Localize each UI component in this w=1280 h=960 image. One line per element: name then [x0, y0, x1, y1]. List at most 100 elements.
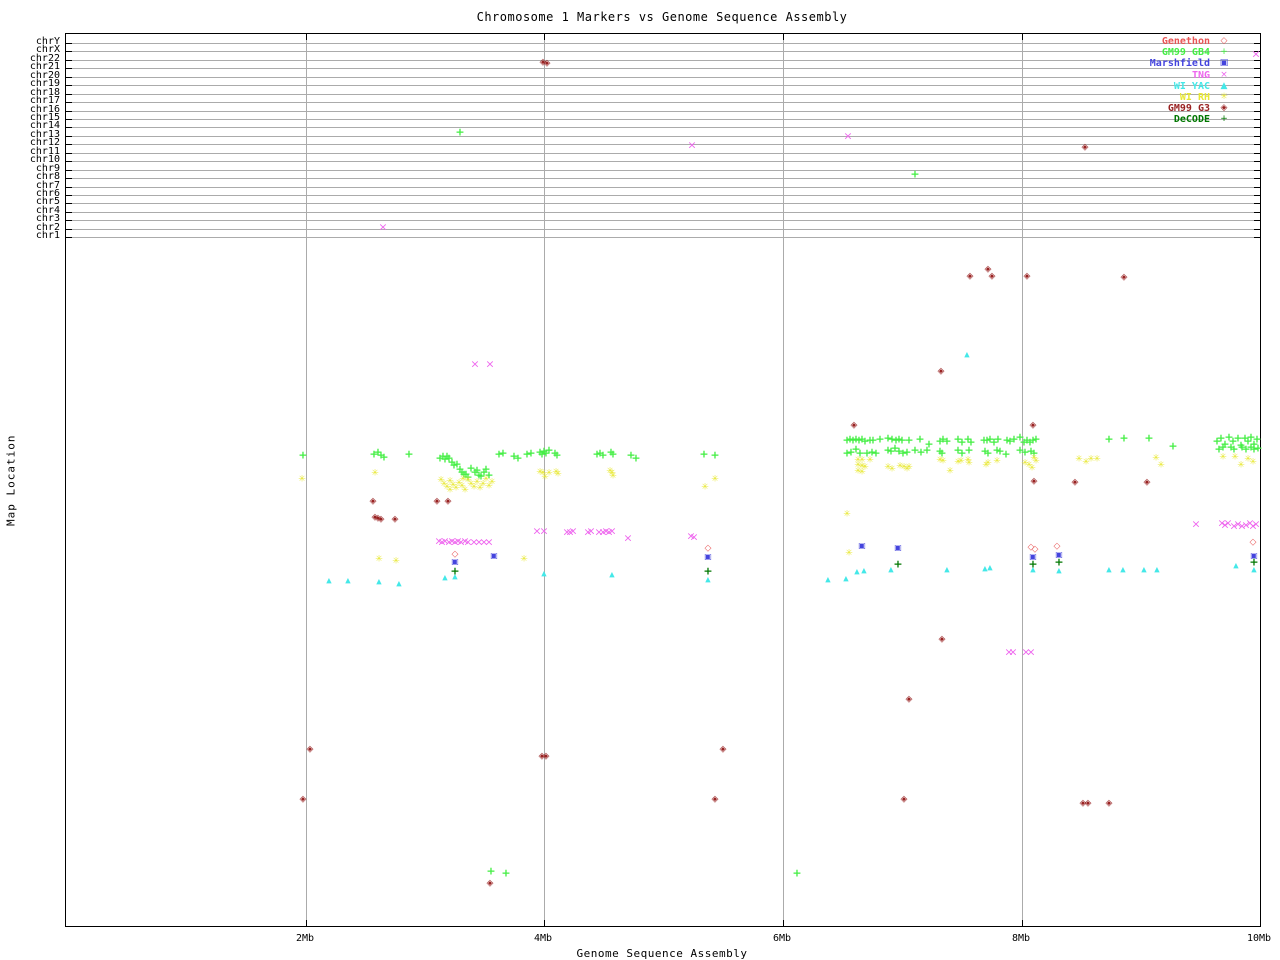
- y-axis-left-tick: [66, 152, 72, 154]
- tng-marker: ×: [1217, 516, 1227, 530]
- gm99gb4-marker: +: [442, 449, 452, 463]
- wirh-marker: ✳: [440, 479, 448, 490]
- gm99gb4-marker: +: [626, 448, 636, 462]
- wirh-marker: ✳: [896, 461, 904, 472]
- wiyac-marker: ▲: [1233, 561, 1239, 570]
- gm99g3-marker: ◈: [486, 878, 494, 889]
- gm99gb4-marker: +: [1022, 433, 1032, 447]
- tng-marker: ×: [1021, 645, 1031, 659]
- tng-marker: ×: [598, 525, 608, 539]
- gm99gb4-marker: +: [544, 443, 554, 457]
- y-axis-left-tick: [66, 43, 72, 44]
- y-axis-left-tick: [66, 135, 72, 137]
- wirh-marker: ✳: [1082, 457, 1090, 468]
- wirh-marker: ✳: [858, 467, 866, 478]
- gm99g3-marker: ◈: [1071, 477, 1079, 488]
- gm99gb4-marker: +: [699, 447, 709, 461]
- chromosome-gridline: [66, 85, 1260, 87]
- y-axis-left-tick: [66, 195, 72, 196]
- gm99gb4-marker: +: [472, 463, 482, 477]
- marshfield-marker: ▣: [451, 556, 459, 566]
- gm99g3-marker: ◈: [937, 366, 945, 377]
- wirh-marker: ✳: [473, 477, 481, 488]
- chromosome-label: chr21: [29, 61, 60, 73]
- gm99gb4-marker: +: [552, 448, 562, 462]
- wirh-marker: ✳: [903, 464, 911, 475]
- chromosome-gridline: [66, 203, 1260, 205]
- gm99g3-marker: ◈: [938, 634, 946, 645]
- gm99gb4-marker: +: [1236, 438, 1246, 452]
- gm99gb4-marker: +: [541, 446, 551, 460]
- chromosome-axis-labels: chrY chrX chr22 chr21 chr20 chr19 chr18 chr17 ch…: [0, 0, 62, 300]
- chromosome-label: chr6: [35, 188, 60, 199]
- gm99gb4-marker: +: [501, 866, 511, 880]
- gm99gb4-marker: +: [1001, 447, 1011, 461]
- tng-marker: ×: [1245, 516, 1255, 530]
- gm99gb4-marker: +: [455, 125, 465, 139]
- wirh-marker: ✳: [375, 554, 383, 565]
- wirh-marker: ✳: [608, 468, 616, 479]
- wirh-marker: ✳: [464, 475, 472, 486]
- wiyac-marker: ▲: [1251, 565, 1257, 574]
- wirh-marker: ✳: [936, 455, 944, 466]
- legend-label: WI YAC: [1173, 80, 1210, 92]
- wirh-marker: ✳: [1087, 454, 1095, 465]
- chromosome-gridline: [66, 161, 1260, 163]
- tng-marker: ×: [689, 530, 699, 544]
- legend-label: Marshfield: [1149, 58, 1210, 70]
- gm99gb4-marker: +: [957, 435, 967, 449]
- y-axis-right-tick: [1254, 186, 1260, 188]
- wiyac-marker: ▲: [1141, 565, 1147, 574]
- wirh-marker: ✳: [957, 456, 965, 467]
- decode-marker: +: [893, 557, 903, 571]
- gm99gb4-marker: +: [1240, 431, 1250, 445]
- y-axis-right-tick: [1254, 59, 1260, 61]
- x-axis-bottom-tick: [544, 920, 545, 926]
- chromosome-gridline: [66, 135, 1260, 137]
- y-axis-right-tick: [1254, 220, 1260, 222]
- genethon-marker: ◇: [451, 549, 459, 560]
- gm99gb4-marker: +: [897, 433, 907, 447]
- wiyac-marker: ▲: [964, 350, 970, 359]
- gm99gb4-marker: +: [860, 434, 870, 448]
- y-axis-right-tick: [1254, 152, 1260, 154]
- gm99gb4-marker: +: [891, 433, 901, 447]
- wiyac-marker: ▲: [452, 572, 458, 581]
- gm99gb4-marker: +: [792, 866, 802, 880]
- legend-entry-tng: TNG ×: [1114, 70, 1238, 81]
- gm99g3-marker: ◈: [900, 794, 908, 805]
- y-axis-right-tick: [1254, 203, 1260, 205]
- tng-marker: ×: [453, 534, 463, 548]
- tng-marker: ×: [1251, 47, 1261, 61]
- wiyac-marker: ▲: [396, 579, 402, 588]
- marshfield-marker: ▣: [1250, 550, 1258, 560]
- chromosome-label: chr10: [29, 154, 60, 166]
- gm99gb4-marker: +: [963, 432, 973, 446]
- wirh-marker: ✳: [520, 554, 528, 565]
- gm99gb4-marker: +: [631, 451, 641, 465]
- y-axis-left-tick: [66, 76, 72, 78]
- gm99gb4-marker: +: [938, 432, 948, 446]
- gm99gb4-marker: +: [513, 451, 523, 465]
- chromosome-gridline: [66, 76, 1260, 78]
- wirh-marker: ✳: [488, 477, 496, 488]
- legend-entry-wirh: WI RH ✳: [1114, 92, 1238, 103]
- gm99gb4-marker: +: [526, 446, 536, 460]
- gm99gb4-marker: +: [1019, 435, 1029, 449]
- gm99gb4-marker: +: [910, 443, 920, 457]
- legend-entry-marshfield: Marshfield ▣: [1114, 58, 1238, 69]
- chromosome-label: chr16: [29, 103, 60, 115]
- y-axis-left-tick: [66, 220, 72, 222]
- gm99gb4-marker: +: [845, 432, 855, 446]
- y-axis-left-tick: [66, 228, 72, 230]
- legend-marker-icon: ◇: [1220, 36, 1228, 47]
- gm99g3-marker: ◈: [444, 496, 452, 507]
- chart-title: Chromosome 1 Markers vs Genome Sequence …: [476, 10, 848, 24]
- wirh-marker: ✳: [1157, 460, 1165, 471]
- chromosome-label: chr5: [35, 196, 60, 208]
- chromosome-label: chr18: [29, 86, 60, 98]
- wirh-marker: ✳: [392, 556, 400, 567]
- wiyac-marker: ▲: [541, 569, 547, 578]
- gm99g3-marker: ◈: [850, 420, 858, 431]
